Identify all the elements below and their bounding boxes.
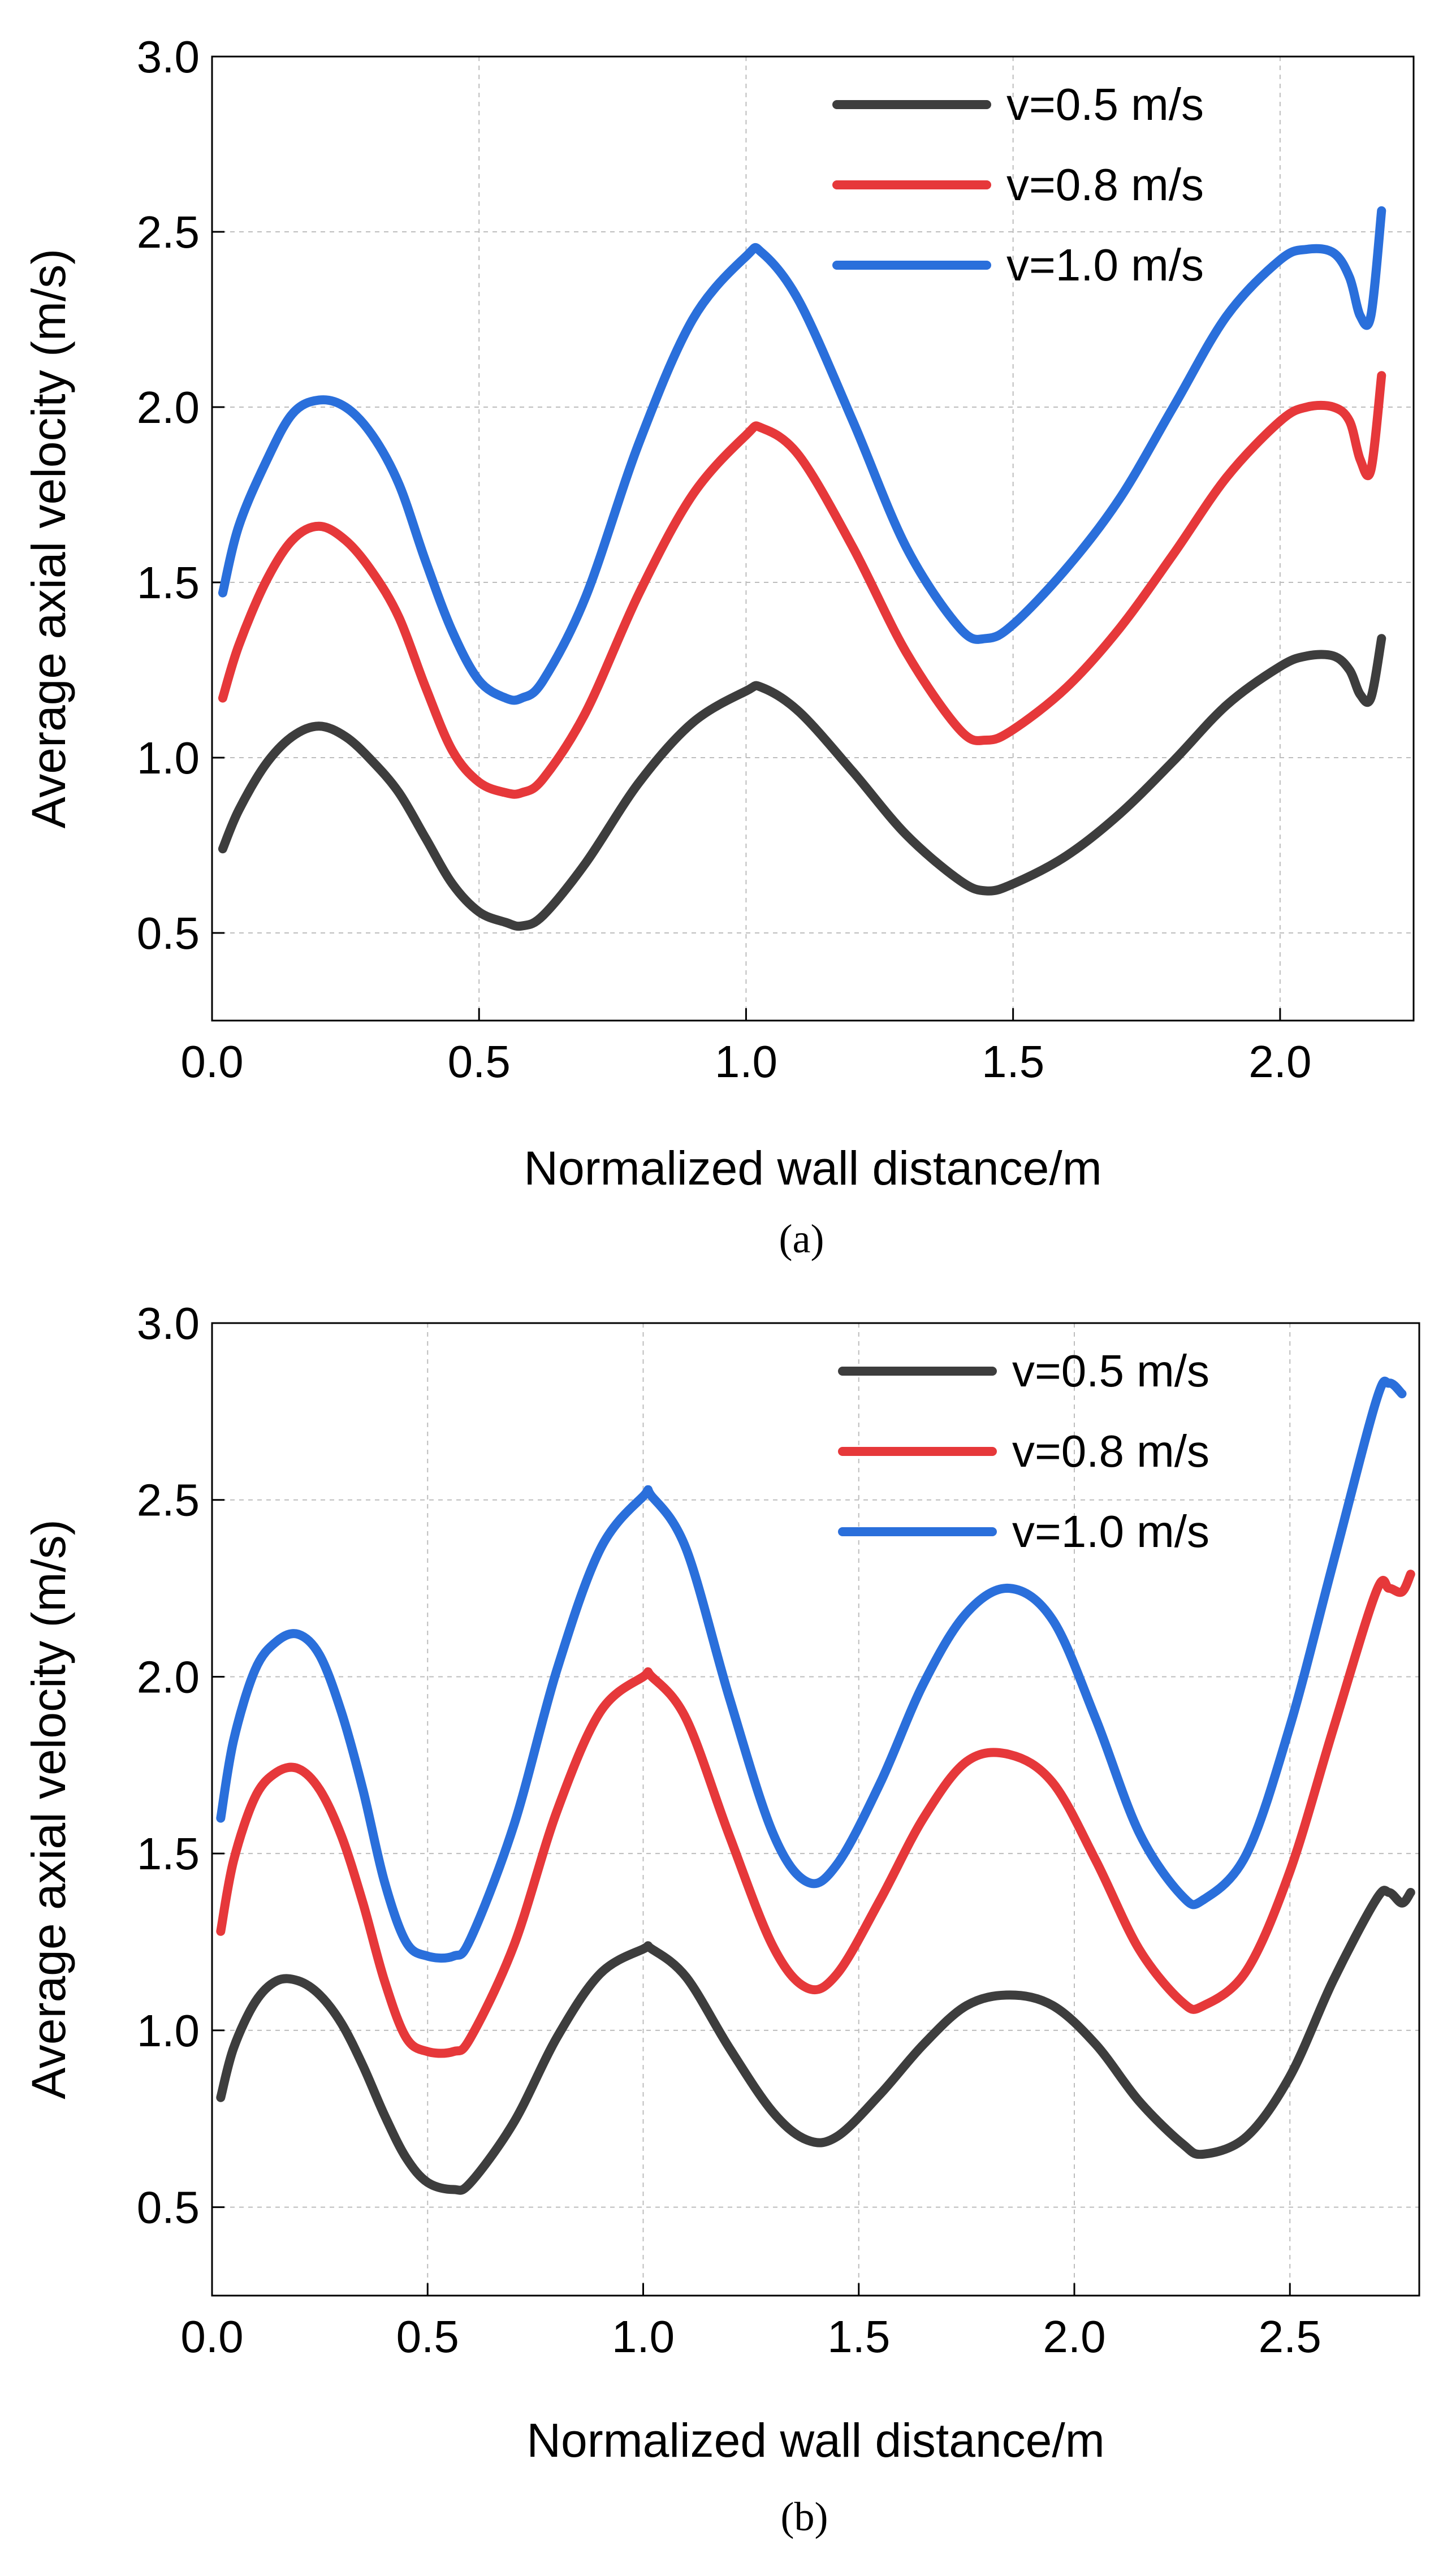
y-axis-label: Average axial velocity (m/s) bbox=[22, 1519, 75, 2099]
legend-label: v=1.0 m/s bbox=[1006, 240, 1204, 290]
y-axis-label: Average axial velocity (m/s) bbox=[22, 249, 75, 828]
x-axis-label: Normalized wall distance/m bbox=[526, 2414, 1104, 2467]
x-tick-label: 1.0 bbox=[612, 2311, 675, 2362]
plot-frame bbox=[211, 55, 1415, 1022]
x-tick-label: 0.0 bbox=[180, 1036, 243, 1087]
y-tick-label: 3.0 bbox=[137, 32, 200, 82]
legend-label: v=0.5 m/s bbox=[1012, 1346, 1209, 1396]
y-tick-label: 1.5 bbox=[137, 1829, 200, 1879]
legend-label: v=1.0 m/s bbox=[1012, 1506, 1209, 1557]
y-tick-label: 2.5 bbox=[137, 1475, 200, 1525]
y-tick-label: 0.5 bbox=[137, 2183, 200, 2233]
series-line-v0-5 bbox=[218, 634, 1386, 931]
series-line-v0-8 bbox=[216, 1570, 1415, 2058]
panel-caption: (a) bbox=[779, 1216, 824, 1261]
y-tick-label: 1.0 bbox=[137, 733, 200, 783]
x-tick-label: 1.5 bbox=[982, 1036, 1044, 1087]
series-line-v1-0 bbox=[216, 1376, 1407, 1963]
x-tick-label: 2.5 bbox=[1259, 2311, 1321, 2362]
series-line-v0-5 bbox=[216, 1886, 1415, 2195]
series-line-v1-0 bbox=[218, 206, 1386, 705]
y-tick-label: 3.0 bbox=[137, 1298, 200, 1349]
legend-label: v=0.8 m/s bbox=[1012, 1426, 1209, 1476]
y-tick-label: 1.0 bbox=[137, 2006, 200, 2056]
legend-label: v=0.8 m/s bbox=[1006, 159, 1204, 210]
x-axis-label: Normalized wall distance/m bbox=[524, 1142, 1101, 1195]
x-tick-label: 0.5 bbox=[396, 2311, 459, 2362]
x-tick-label: 0.5 bbox=[448, 1036, 511, 1087]
x-tick-label: 2.0 bbox=[1248, 1036, 1311, 1087]
x-tick-label: 1.5 bbox=[827, 2311, 890, 2362]
y-tick-label: 2.0 bbox=[137, 1652, 200, 1702]
x-tick-label: 0.0 bbox=[180, 2311, 243, 2362]
chart-panel-b: 0.0 0.5 1.0 1.5 2.0 2.5 0.5 1.0 1.5 2.0 2.5 3.0 Norm… bbox=[22, 1298, 1420, 2539]
series-line-v0-8 bbox=[218, 371, 1386, 799]
x-tick-label: 1.0 bbox=[715, 1036, 777, 1087]
chart-panel-a: 0.0 0.5 1.0 1.5 2.0 0.5 1.0 1.5 2.0 2.5 3.0 Normali… bbox=[22, 32, 1415, 1261]
legend-label: v=0.5 m/s bbox=[1006, 79, 1204, 129]
y-tick-label: 0.5 bbox=[137, 908, 200, 958]
panel-caption: (b) bbox=[781, 2494, 828, 2539]
y-tick-label: 1.5 bbox=[137, 558, 200, 608]
x-tick-label: 2.0 bbox=[1043, 2311, 1105, 2362]
plot-frame bbox=[211, 1322, 1420, 2297]
y-tick-label: 2.0 bbox=[137, 382, 200, 433]
y-tick-label: 2.5 bbox=[137, 207, 200, 257]
